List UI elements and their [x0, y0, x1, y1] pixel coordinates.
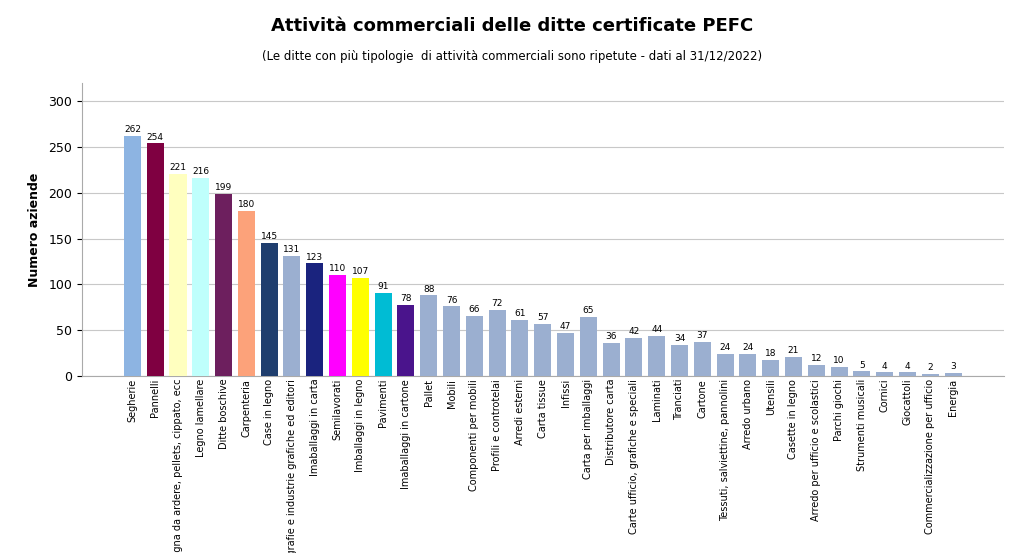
Text: 110: 110 — [329, 264, 346, 273]
Text: 221: 221 — [169, 163, 186, 172]
Bar — [238, 211, 255, 376]
Bar — [693, 342, 711, 376]
Text: 3: 3 — [950, 362, 956, 372]
Bar — [375, 293, 392, 376]
Bar — [511, 320, 528, 376]
Text: 61: 61 — [514, 309, 525, 319]
Text: Attività commerciali delle ditte certificate PEFC: Attività commerciali delle ditte certifi… — [271, 17, 753, 35]
Bar — [739, 354, 757, 376]
Text: 72: 72 — [492, 299, 503, 308]
Text: 76: 76 — [445, 296, 458, 305]
Text: (Le ditte con più tipologie  di attività commerciali sono ripetute - dati al 31/: (Le ditte con più tipologie di attività … — [262, 50, 762, 63]
Bar — [260, 243, 278, 376]
Bar — [124, 136, 141, 376]
Text: 2: 2 — [928, 363, 933, 372]
Text: 65: 65 — [583, 306, 594, 315]
Text: 145: 145 — [260, 232, 278, 242]
Text: 78: 78 — [400, 294, 412, 303]
Text: 18: 18 — [765, 349, 776, 358]
Text: 216: 216 — [193, 168, 209, 176]
Bar — [443, 306, 460, 376]
Text: 12: 12 — [811, 354, 822, 363]
Text: 199: 199 — [215, 183, 232, 192]
Bar — [329, 275, 346, 376]
Bar — [808, 365, 825, 376]
Bar — [944, 373, 962, 376]
Bar — [671, 345, 688, 376]
Text: 57: 57 — [537, 313, 549, 322]
Text: 262: 262 — [124, 125, 141, 134]
Bar — [648, 336, 666, 376]
Bar — [535, 324, 551, 376]
Text: 24: 24 — [742, 343, 754, 352]
Bar — [922, 374, 939, 376]
Bar — [306, 263, 324, 376]
Text: 180: 180 — [238, 200, 255, 210]
Text: 66: 66 — [469, 305, 480, 314]
Text: 88: 88 — [423, 285, 434, 294]
Bar — [785, 357, 802, 376]
Bar — [193, 178, 209, 376]
Bar — [877, 372, 893, 376]
Bar — [488, 310, 506, 376]
Bar — [352, 278, 369, 376]
Bar — [557, 333, 574, 376]
Bar — [899, 372, 916, 376]
Text: 131: 131 — [284, 245, 301, 254]
Text: 254: 254 — [146, 133, 164, 142]
Bar — [717, 354, 733, 376]
Bar — [830, 367, 848, 376]
Bar — [626, 337, 642, 376]
Text: 24: 24 — [720, 343, 731, 352]
Text: 10: 10 — [834, 356, 845, 365]
Bar — [169, 174, 186, 376]
Bar — [853, 372, 870, 376]
Bar — [146, 143, 164, 376]
Text: 91: 91 — [378, 282, 389, 291]
Text: 47: 47 — [560, 322, 571, 331]
Text: 5: 5 — [859, 361, 864, 369]
Text: 21: 21 — [787, 346, 799, 355]
Text: 4: 4 — [904, 362, 910, 371]
Bar — [215, 194, 232, 376]
Bar — [420, 295, 437, 376]
Bar — [466, 316, 483, 376]
Text: 37: 37 — [696, 331, 708, 340]
Bar — [762, 359, 779, 376]
Bar — [602, 343, 620, 376]
Y-axis label: Numero aziende: Numero aziende — [29, 173, 41, 286]
Text: 44: 44 — [651, 325, 663, 334]
Text: 36: 36 — [605, 332, 616, 341]
Text: 42: 42 — [629, 327, 640, 336]
Bar — [580, 316, 597, 376]
Bar — [397, 305, 415, 376]
Text: 107: 107 — [351, 267, 369, 276]
Bar — [284, 256, 300, 376]
Text: 34: 34 — [674, 334, 685, 343]
Text: 4: 4 — [882, 362, 888, 371]
Text: 123: 123 — [306, 253, 324, 262]
